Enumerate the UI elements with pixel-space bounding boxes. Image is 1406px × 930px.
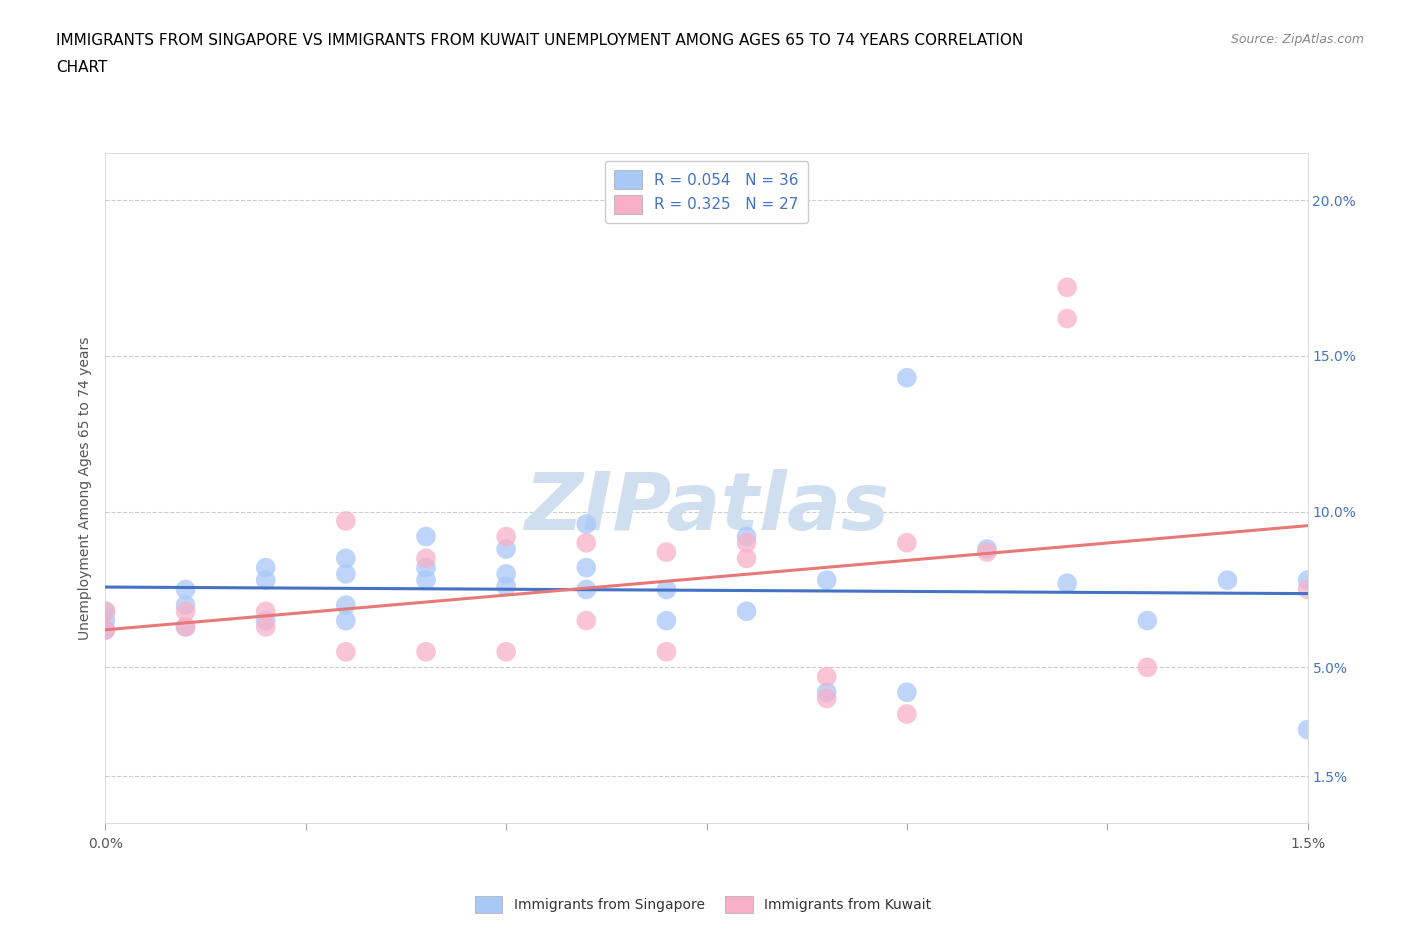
Point xyxy=(415,573,437,588)
Point xyxy=(655,545,678,560)
Point xyxy=(1296,723,1319,737)
Point xyxy=(495,529,517,544)
Point xyxy=(1136,660,1159,675)
Point xyxy=(174,619,197,634)
Point xyxy=(254,560,277,575)
Text: IMMIGRANTS FROM SINGAPORE VS IMMIGRANTS FROM KUWAIT UNEMPLOYMENT AMONG AGES 65 T: IMMIGRANTS FROM SINGAPORE VS IMMIGRANTS … xyxy=(56,33,1024,47)
Point xyxy=(415,644,437,659)
Point xyxy=(575,517,598,532)
Point xyxy=(575,613,598,628)
Point xyxy=(976,541,998,556)
Point xyxy=(335,644,357,659)
Point xyxy=(335,613,357,628)
Point xyxy=(335,551,357,565)
Point xyxy=(735,551,758,565)
Point xyxy=(1136,613,1159,628)
Point xyxy=(896,707,918,722)
Point xyxy=(1216,573,1239,588)
Point xyxy=(815,684,838,699)
Point xyxy=(1056,576,1078,591)
Point xyxy=(174,619,197,634)
Legend: Immigrants from Singapore, Immigrants from Kuwait: Immigrants from Singapore, Immigrants fr… xyxy=(470,890,936,919)
Legend: R = 0.054   N = 36, R = 0.325   N = 27: R = 0.054 N = 36, R = 0.325 N = 27 xyxy=(605,161,808,223)
Point xyxy=(655,613,678,628)
Point xyxy=(575,536,598,551)
Point xyxy=(815,691,838,706)
Point xyxy=(495,644,517,659)
Point xyxy=(254,573,277,588)
Point xyxy=(254,613,277,628)
Point xyxy=(976,545,998,560)
Point xyxy=(335,513,357,528)
Text: CHART: CHART xyxy=(56,60,108,75)
Point xyxy=(735,604,758,618)
Point xyxy=(94,622,117,637)
Point xyxy=(655,582,678,597)
Point xyxy=(655,644,678,659)
Point xyxy=(94,604,117,618)
Point xyxy=(254,604,277,618)
Point xyxy=(735,529,758,544)
Y-axis label: Unemployment Among Ages 65 to 74 years: Unemployment Among Ages 65 to 74 years xyxy=(77,337,91,640)
Point xyxy=(575,582,598,597)
Point xyxy=(94,604,117,618)
Point xyxy=(94,622,117,637)
Point xyxy=(495,541,517,556)
Text: ZIPatlas: ZIPatlas xyxy=(524,470,889,548)
Point xyxy=(495,566,517,581)
Point xyxy=(254,619,277,634)
Point xyxy=(1056,280,1078,295)
Point xyxy=(415,551,437,565)
Point xyxy=(815,573,838,588)
Point xyxy=(1056,311,1078,325)
Point xyxy=(335,566,357,581)
Point xyxy=(1296,582,1319,597)
Point xyxy=(415,529,437,544)
Point xyxy=(1296,573,1319,588)
Point xyxy=(815,670,838,684)
Point xyxy=(896,536,918,551)
Point xyxy=(174,598,197,613)
Point xyxy=(896,370,918,385)
Point xyxy=(735,536,758,551)
Point xyxy=(575,560,598,575)
Point xyxy=(94,613,117,628)
Text: Source: ZipAtlas.com: Source: ZipAtlas.com xyxy=(1230,33,1364,46)
Point xyxy=(896,684,918,699)
Point xyxy=(415,560,437,575)
Point xyxy=(495,578,517,593)
Point xyxy=(174,604,197,618)
Point xyxy=(335,598,357,613)
Point xyxy=(174,582,197,597)
